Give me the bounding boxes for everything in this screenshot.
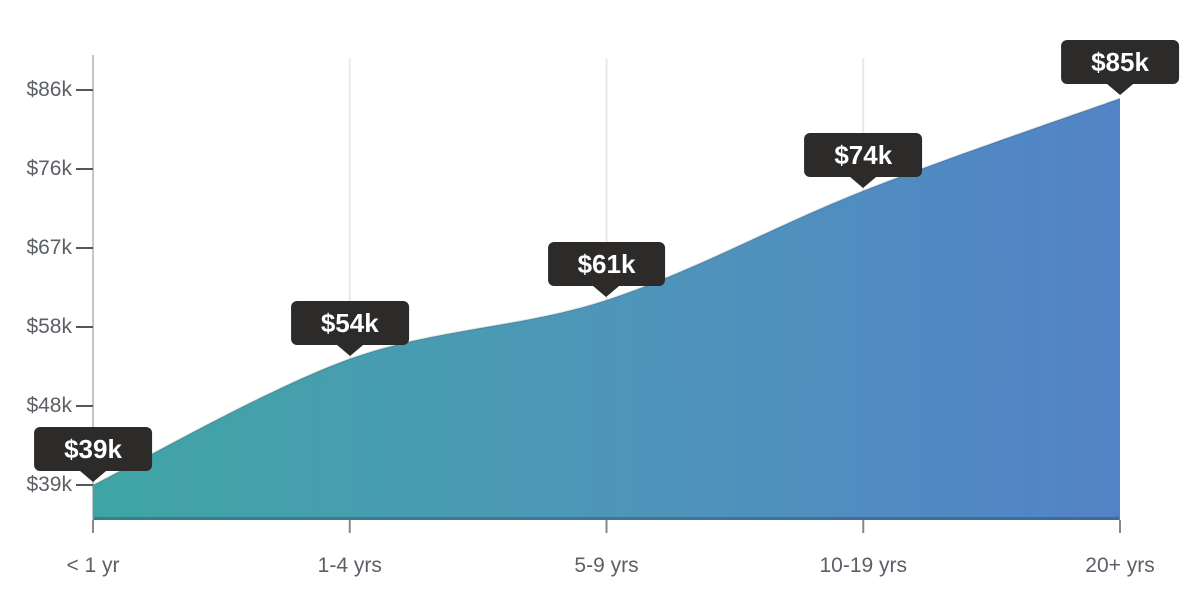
x-axis-tick-label: 5-9 yrs — [574, 554, 639, 577]
x-axis-tick-label: 20+ yrs — [1085, 554, 1155, 577]
data-point-tooltip: $74k — [804, 132, 923, 177]
series-line — [92, 97, 1121, 486]
x-axis-tick-label: 1-4 yrs — [317, 554, 382, 577]
y-axis-tick-label: $67k — [26, 236, 72, 259]
data-point-tooltip: $61k — [547, 242, 666, 287]
x-axis-tick-label: 10-19 yrs — [819, 554, 908, 577]
data-point-tooltip: $85k — [1061, 40, 1179, 85]
y-axis-tick-label: $39k — [26, 473, 72, 496]
y-axis-tick-label: $76k — [26, 157, 72, 180]
area-series — [93, 98, 1120, 520]
data-point-tooltip: $39k — [34, 427, 152, 471]
y-axis-tick-label: $48k — [26, 394, 72, 417]
data-point-tooltip: $54k — [290, 300, 409, 345]
y-axis-tick-label: $58k — [26, 315, 72, 338]
x-axis-tick-label: < 1 yr — [66, 554, 120, 577]
y-axis-tick-label: $86k — [26, 78, 72, 101]
